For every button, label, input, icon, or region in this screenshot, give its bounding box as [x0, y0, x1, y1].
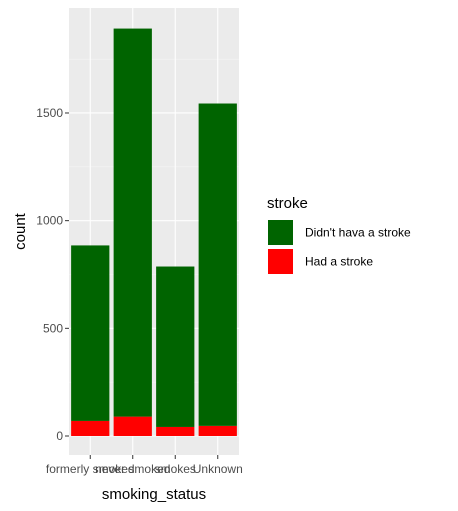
- legend-label: Had a stroke: [305, 255, 373, 269]
- y-tick-label: 0: [56, 429, 63, 443]
- x-tick-label: formerly smoked: [46, 462, 135, 476]
- legend-key: [268, 220, 293, 245]
- bar-had-stroke: [198, 425, 237, 436]
- legend-label: Didn't hava a stroke: [305, 226, 411, 240]
- bar-had-stroke: [156, 426, 195, 436]
- x-tick-label: Unknown: [193, 462, 243, 476]
- y-axis: 0 500 1000 1500: [36, 106, 69, 443]
- bar-no-stroke: [113, 28, 152, 417]
- legend: stroke Didn't hava a stroke Had a stroke: [267, 195, 411, 274]
- y-tick-label: 500: [43, 321, 63, 335]
- bar-had-stroke: [71, 420, 110, 436]
- y-axis-title: count: [12, 212, 29, 250]
- x-tick-label: never smoked: [95, 462, 170, 476]
- y-tick-label: 1000: [36, 214, 63, 228]
- bar-no-stroke: [71, 245, 110, 421]
- bar-no-stroke: [198, 103, 237, 426]
- bar-no-stroke: [156, 266, 195, 427]
- bars: [71, 28, 237, 436]
- x-tick-label: smokes: [155, 462, 196, 476]
- y-tick-label: 1500: [36, 106, 63, 120]
- legend-key: [268, 249, 293, 274]
- legend-title: stroke: [267, 195, 308, 212]
- bar-had-stroke: [113, 416, 152, 436]
- x-axis-title: smoking_status: [102, 486, 206, 503]
